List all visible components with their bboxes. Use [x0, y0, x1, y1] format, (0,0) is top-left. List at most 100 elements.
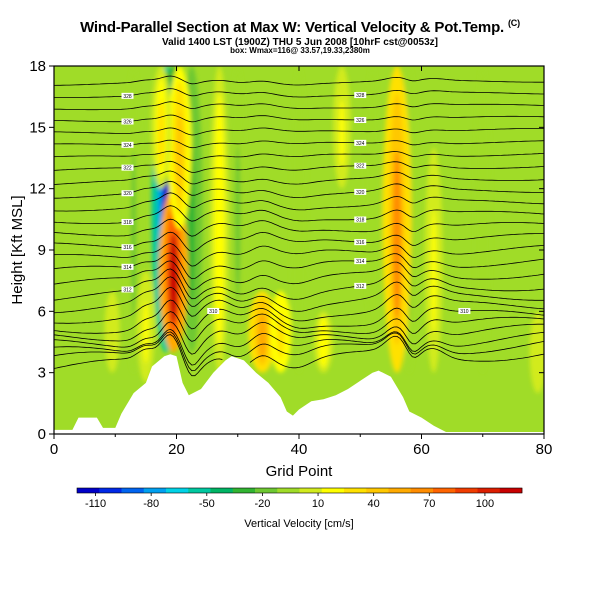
contour-label: 326: [123, 120, 132, 126]
x-tick-label: 0: [50, 441, 58, 458]
contour-label-bg: [354, 188, 367, 195]
contour-label-bg: [354, 139, 367, 146]
colorbar-tick-label: -80: [143, 498, 159, 510]
contour-label-bg: [354, 162, 367, 169]
colorbar-swatch: [366, 488, 389, 493]
downdraft-4-core: [235, 144, 241, 303]
contour-label-bg: [207, 307, 220, 314]
colorbar-swatch: [166, 488, 189, 493]
y-tick-label: 3: [38, 365, 46, 382]
y-tick-label: 15: [29, 119, 46, 136]
contour-label: 312: [356, 284, 365, 290]
theta-contour-25: [54, 75, 544, 86]
theta-contour-16: [54, 180, 544, 199]
theta-contour-24: [54, 88, 544, 98]
theta-contour-14: [54, 205, 544, 224]
x-tick-label: 80: [536, 441, 553, 458]
y-tick-label: 18: [29, 58, 46, 75]
contour-label: 314: [356, 259, 365, 265]
colorbar-title: Vertical Velocity [cm/s]: [244, 518, 353, 530]
y-tick-label: 0: [38, 426, 46, 443]
x-tick-label: 60: [413, 441, 430, 458]
contour-label-bg: [354, 117, 367, 124]
contour-label-bg: [354, 92, 367, 99]
colorbar-swatch: [143, 488, 167, 493]
contour-label-bg: [121, 92, 134, 99]
contour-label-bg: [121, 141, 134, 148]
colorbar-swatch: [321, 488, 345, 493]
colorbar-swatch: [299, 488, 323, 493]
colorbar-tick-label: 10: [312, 498, 324, 510]
updraft-5-core: [216, 150, 223, 319]
theta-contours: [54, 75, 544, 377]
theta-contour-21: [54, 127, 544, 136]
colorbar-swatch: [121, 488, 145, 493]
theta-contour-20: [54, 139, 544, 149]
theta-contour-18: [54, 160, 544, 173]
updraft-9-core: [392, 150, 402, 319]
colorbar-tick-label: -20: [254, 498, 270, 510]
x-tick-label: 40: [291, 441, 308, 458]
updraft-12-core: [535, 333, 541, 379]
chart-subtitle-box: box: Wmax=116@ 33.57,19.33,2380m: [230, 46, 370, 55]
contour-label: 316: [356, 240, 365, 246]
chart-title: Wind-Parallel Section at Max W: Vertical…: [0, 18, 600, 36]
contour-label: 324: [356, 141, 365, 147]
contour-label-bg: [354, 239, 367, 246]
x-axis: 0 20 40 60 80: [50, 66, 553, 458]
updraft-1-core: [143, 301, 149, 364]
contour-label: 316: [123, 245, 132, 251]
theta-contour-12: [54, 231, 544, 252]
colorbar-tick-label: 100: [476, 498, 494, 510]
colorbar-swatch: [277, 488, 300, 493]
colorbar-swatch: [388, 488, 412, 493]
terrain-mask: [54, 354, 544, 434]
colorbar-swatch: [455, 488, 478, 493]
chart-title-mark: (C): [507, 18, 520, 28]
theta-contour-4: [54, 311, 544, 342]
colorbar: -110 -80 -50 -20 10 40 70 100: [76, 487, 523, 510]
theta-contour-11: [54, 243, 544, 267]
y-tick-label: 6: [38, 303, 46, 320]
y-axis-label: Height [Kft MSL]: [9, 195, 26, 304]
y-tick-label: 12: [29, 181, 46, 198]
updraft-11-core: [431, 209, 437, 334]
contour-labels: 310 310 312 312 314 314 316 316 318 318 320 320 322 3…: [121, 92, 471, 315]
colorbar-swatch: [477, 488, 501, 493]
contour-label-bg: [121, 190, 134, 197]
colorbar-tick-label: -50: [199, 498, 215, 510]
colorbar-swatch: [499, 488, 523, 493]
updraft-10-core: [339, 99, 345, 168]
theta-contour-2: [54, 328, 544, 366]
x-axis-label: Grid Point: [266, 463, 334, 480]
updraft-7-core: [277, 313, 284, 359]
contour-label: 320: [123, 191, 132, 197]
theta-contour-22: [54, 114, 544, 123]
theta-contour-6: [54, 286, 544, 324]
theta-contour-19: [54, 150, 544, 161]
contour-label-bg: [121, 286, 134, 293]
contour-label: 318: [123, 220, 132, 226]
colorbar-swatch: [210, 488, 234, 493]
y-tick-label: 9: [38, 242, 46, 259]
colorbar-swatch: [255, 488, 278, 493]
updraft-3-core: [175, 110, 184, 201]
colorbar-swatch: [77, 488, 100, 493]
contour-label-bg: [121, 164, 134, 171]
updraft-4-core: [158, 99, 165, 168]
contour-label-bg: [121, 118, 134, 125]
theta-contour-1: [54, 331, 544, 372]
theta-contour-7: [54, 276, 544, 314]
colorbar-tick-label: 40: [368, 498, 380, 510]
contour-label: 312: [123, 287, 132, 293]
y-axis: 0 3 6 9 12 15 18: [29, 58, 544, 443]
colorbar-tick-label: -110: [85, 498, 106, 510]
downdraft-5-core: [296, 150, 302, 319]
contour-label-bg: [458, 308, 471, 315]
contour-label-bg: [354, 258, 367, 265]
x-tick-label: 20: [168, 441, 185, 458]
theta-contour-17: [54, 170, 544, 185]
contour-label-bg: [121, 263, 134, 270]
colorbar-swatch: [188, 488, 211, 493]
